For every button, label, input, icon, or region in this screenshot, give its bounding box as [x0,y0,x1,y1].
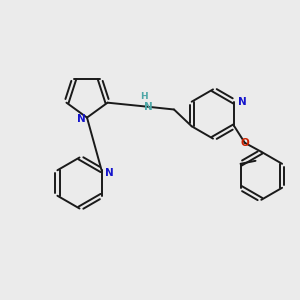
Text: H: H [140,92,148,101]
Text: N: N [238,97,247,107]
Text: O: O [240,138,249,148]
Text: N: N [144,101,153,112]
Text: N: N [77,114,86,124]
Text: N: N [105,168,114,178]
